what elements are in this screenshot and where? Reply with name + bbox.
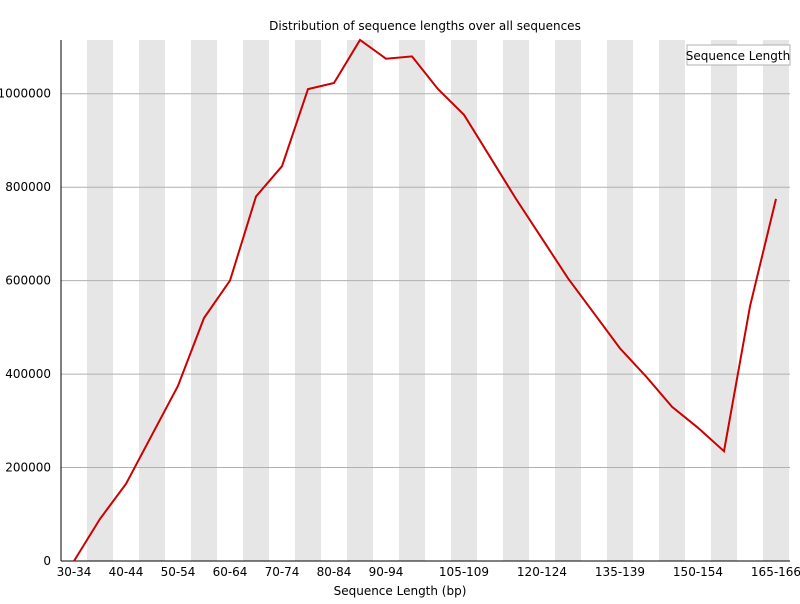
band-55-59 — [191, 40, 217, 561]
x-tick-label: 105-109 — [439, 565, 489, 579]
band-85-89 — [347, 40, 373, 561]
band-115-119 — [503, 40, 529, 561]
x-tick-label: 30-34 — [57, 565, 92, 579]
x-tick-label: 135-139 — [595, 565, 645, 579]
background-bands — [87, 40, 789, 561]
y-tick-label: 1000000 — [0, 87, 51, 101]
x-tick-label: 120-124 — [517, 565, 567, 579]
x-tick-label: 80-84 — [317, 565, 352, 579]
band-65-69 — [243, 40, 269, 561]
x-tick-label: 70-74 — [265, 565, 300, 579]
legend: Sequence Length — [686, 45, 790, 65]
band-135-139 — [607, 40, 633, 561]
band-95-99 — [399, 40, 425, 561]
chart-title: Distribution of sequence lengths over al… — [269, 19, 581, 33]
x-tick-labels: 30-34 40-44 50-54 60-64 70-74 80-84 90-94 105-1… — [57, 565, 800, 579]
band-45-49 — [139, 40, 165, 561]
x-tick-label: 50-54 — [161, 565, 196, 579]
band-165-166 — [763, 40, 789, 561]
y-tick-labels: 0 200000 400000 600000 800000 1000000 — [0, 87, 51, 568]
y-tick-label: 200000 — [5, 461, 51, 475]
y-tick-label: 800000 — [5, 180, 51, 194]
band-35-39 — [87, 40, 113, 561]
x-tick-label: 40-44 — [109, 565, 144, 579]
x-tick-label: 90-94 — [369, 565, 404, 579]
band-145-149 — [659, 40, 685, 561]
x-tick-label: 150-154 — [673, 565, 723, 579]
legend-item-sequence-length: Sequence Length — [686, 49, 790, 63]
band-125-129 — [555, 40, 581, 561]
y-tick-label: 400000 — [5, 367, 51, 381]
x-tick-label: 60-64 — [213, 565, 248, 579]
band-155-159 — [711, 40, 737, 561]
y-tick-label: 600000 — [5, 274, 51, 288]
band-105-109 — [451, 40, 477, 561]
x-tick-label: 165-166 — [751, 565, 800, 579]
y-tick-label: 0 — [43, 554, 51, 568]
x-axis-label: Sequence Length (bp) — [334, 584, 467, 598]
